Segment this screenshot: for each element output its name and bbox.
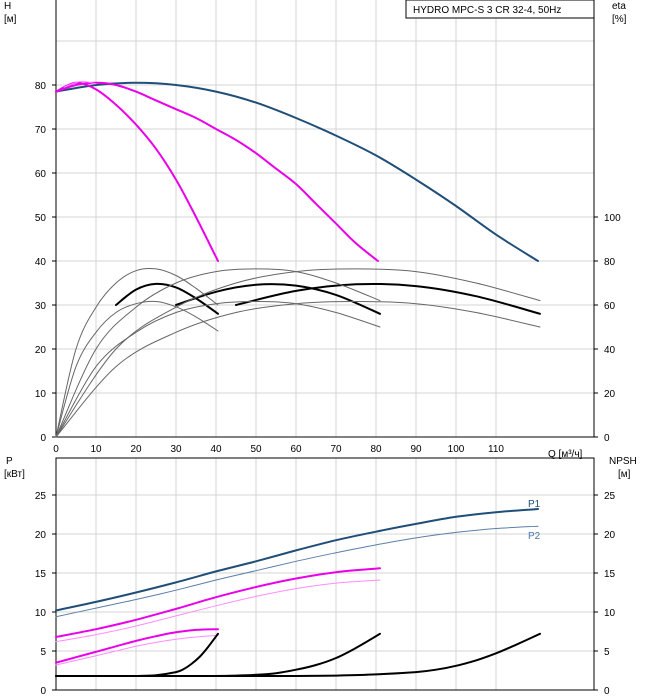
npsh-axis-unit: [м]	[618, 469, 631, 480]
head-axis-unit: [м]	[4, 14, 17, 25]
npsh-tick-label: 10	[604, 608, 616, 619]
head-efficiency-curves	[55, 80, 541, 438]
head-series-13	[55, 300, 541, 438]
power-axis-unit: [кВт]	[4, 469, 25, 480]
efficiency-tick-label: 60	[604, 301, 616, 312]
x-tick-label: 110	[488, 444, 504, 455]
head-series-3	[55, 81, 219, 262]
power-axis-label: P	[6, 456, 13, 467]
head-tick-label: 30	[35, 301, 47, 312]
power-tick-label: 20	[35, 530, 47, 541]
power-tick-label: 10	[35, 608, 47, 619]
head-series-11	[55, 300, 381, 438]
head-series-9	[55, 300, 219, 438]
power-series-6	[55, 634, 219, 666]
npsh-tick-label: 25	[604, 491, 616, 502]
head-tick-label: 80	[35, 81, 47, 92]
efficiency-tick-label: 0	[604, 433, 610, 444]
npsh-tick-label: 20	[604, 530, 616, 541]
power-npsh-curves	[55, 508, 541, 678]
power-series-4	[55, 579, 381, 643]
x-tick-label: 0	[53, 444, 59, 455]
head-series-6	[175, 283, 381, 315]
head-tick-label: 60	[35, 169, 47, 180]
efficiency-tick-label: 100	[604, 213, 621, 224]
x-tick-label: 90	[410, 444, 422, 455]
power-tick-label: 15	[35, 569, 47, 580]
power-tick-label: 25	[35, 491, 47, 502]
chart-title: HYDRO MPC-S 3 CR 32-4, 50Hz	[413, 5, 561, 16]
x-tick-label: 70	[330, 444, 342, 455]
power-series-p1	[55, 508, 539, 612]
flow-axis-label: Q [м³/ч]	[548, 449, 583, 460]
head-tick-label: 50	[35, 213, 47, 224]
x-tick-label: 40	[210, 444, 222, 455]
power-series-3	[55, 567, 381, 638]
x-tick-label: 60	[290, 444, 302, 455]
head-series-2	[55, 81, 379, 262]
x-tick-label: 100	[448, 444, 465, 455]
title-box	[405, 0, 595, 19]
power-series-9	[55, 632, 541, 678]
power-series-8	[55, 632, 381, 677]
power-plot-frame	[55, 457, 595, 691]
npsh-tick-label: 15	[604, 569, 616, 580]
x-tick-label: 10	[90, 444, 102, 455]
head-series-8	[55, 267, 219, 438]
x-tick-label: 20	[130, 444, 142, 455]
head-axis-label: H	[4, 1, 11, 12]
head-series-10	[55, 268, 381, 438]
head-efficiency-grid: 0 10 20 30 40 50 60 70 80 90 100 110 0 10 20 30 40 50 60 70…	[35, 0, 621, 455]
npsh-axis-label: NPSH	[609, 456, 637, 467]
efficiency-tick-label: 80	[604, 257, 616, 268]
x-tick-label: 30	[170, 444, 182, 455]
power-series-5	[55, 628, 219, 664]
power-series-p2	[55, 525, 539, 618]
head-series-1	[55, 81, 539, 262]
head-tick-label: 40	[35, 257, 47, 268]
head-series-7	[235, 282, 541, 315]
npsh-tick-label: 5	[604, 647, 610, 658]
head-series-4	[63, 80, 97, 88]
head-tick-label: 10	[35, 389, 47, 400]
series-label-p2: P2	[528, 531, 541, 542]
head-series-12	[55, 268, 541, 438]
head-tick-label: 70	[35, 125, 47, 136]
power-tick-label: 5	[40, 647, 46, 658]
head-series-5	[115, 282, 219, 315]
series-label-p1: P1	[528, 499, 541, 510]
efficiency-axis-label: eta	[612, 1, 626, 12]
efficiency-tick-label: 40	[604, 345, 616, 356]
power-npsh-grid: 0 5 10 15 20 25 0 5 10 15 20 25	[35, 457, 616, 697]
x-tick-label: 50	[250, 444, 262, 455]
efficiency-axis-unit: [%]	[612, 14, 627, 25]
npsh-tick-label: 0	[604, 686, 610, 697]
head-tick-label: 0	[40, 433, 46, 444]
efficiency-tick-label: 20	[604, 389, 616, 400]
power-tick-label: 0	[40, 686, 46, 697]
head-tick-label: 20	[35, 345, 47, 356]
x-tick-label: 80	[370, 444, 382, 455]
